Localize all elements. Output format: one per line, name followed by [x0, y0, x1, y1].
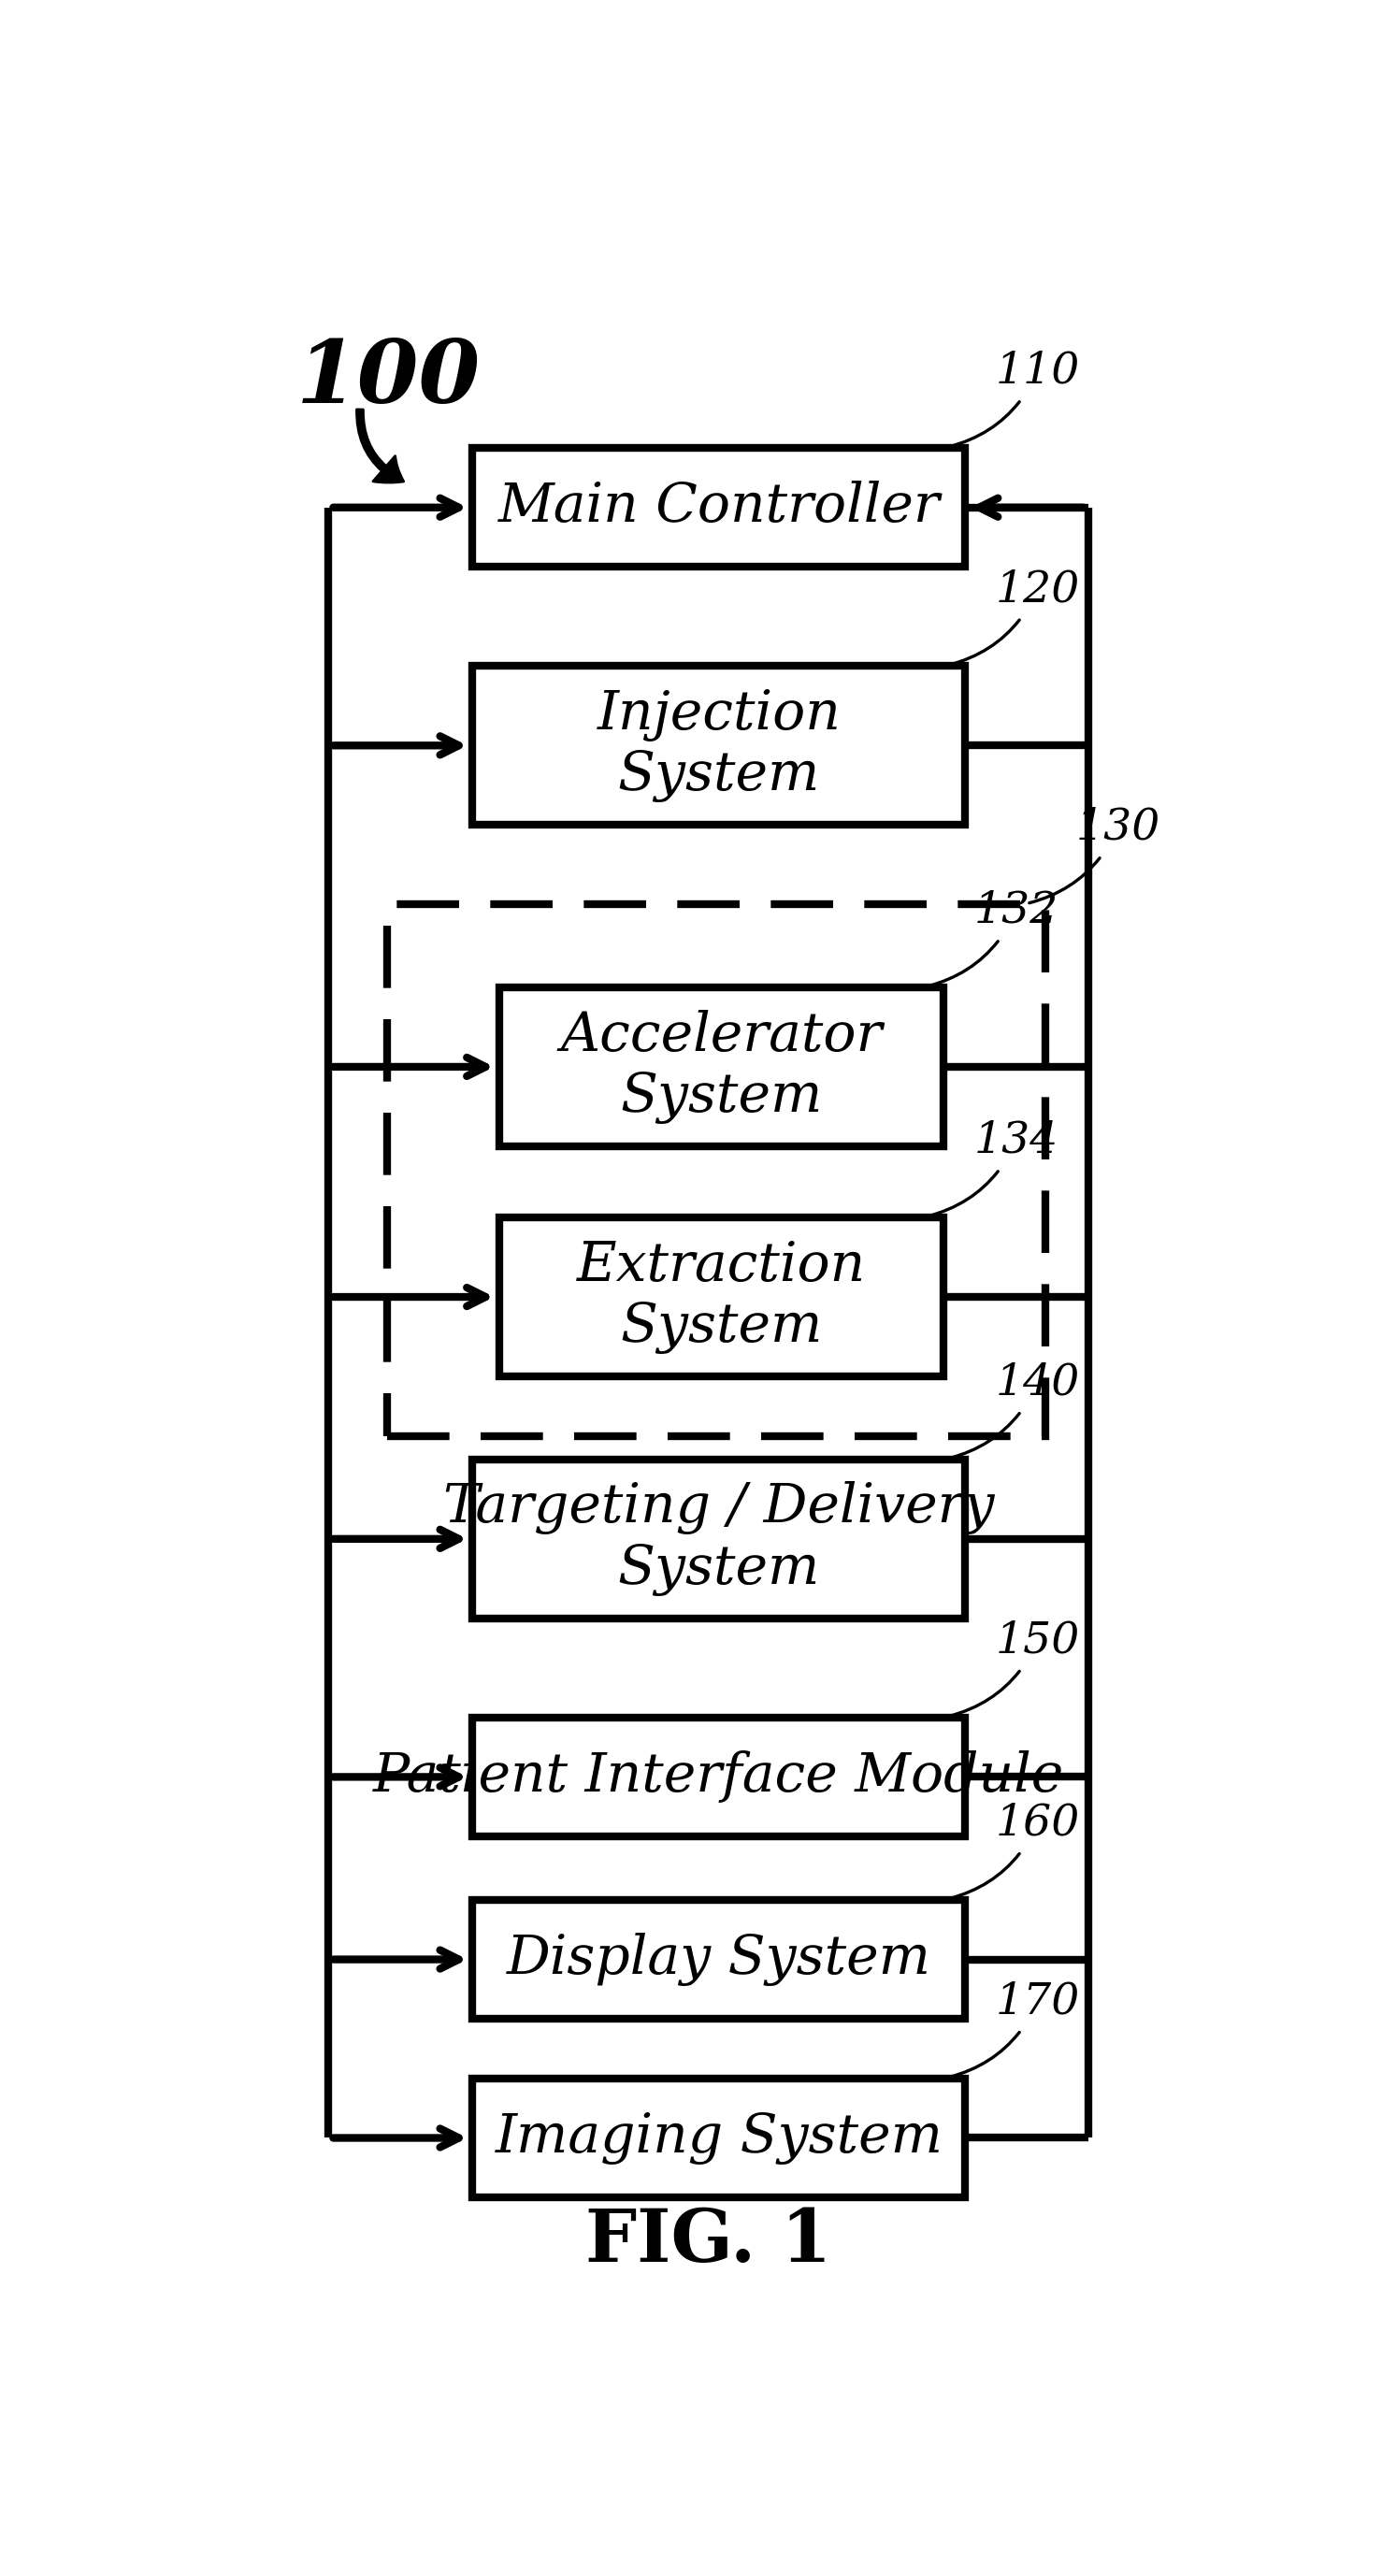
Text: 160: 160 [949, 1803, 1079, 1899]
Text: 132: 132 [927, 889, 1059, 987]
FancyBboxPatch shape [499, 1218, 944, 1376]
FancyBboxPatch shape [473, 2079, 966, 2197]
Text: 170: 170 [949, 1981, 1079, 2076]
Text: Targeting / Delivery
System: Targeting / Delivery System [444, 1481, 995, 1597]
Text: Imaging System: Imaging System [495, 2112, 943, 2164]
Text: Extraction
System: Extraction System [578, 1239, 867, 1355]
Text: 134: 134 [927, 1121, 1059, 1216]
FancyBboxPatch shape [473, 667, 966, 824]
Text: 140: 140 [949, 1363, 1079, 1458]
Text: 110: 110 [949, 350, 1079, 446]
Text: Display System: Display System [507, 1932, 931, 1986]
FancyBboxPatch shape [473, 1461, 966, 1618]
FancyBboxPatch shape [473, 1901, 966, 2020]
Text: 120: 120 [949, 569, 1079, 665]
Text: Main Controller: Main Controller [498, 482, 940, 533]
FancyBboxPatch shape [473, 1718, 966, 1837]
Text: 130: 130 [1030, 806, 1159, 904]
FancyBboxPatch shape [473, 448, 966, 567]
Text: Accelerator
System: Accelerator System [561, 1010, 883, 1123]
Text: Injection
System: Injection System [597, 688, 842, 804]
FancyBboxPatch shape [499, 987, 944, 1146]
Text: FIG. 1: FIG. 1 [585, 2205, 832, 2277]
FancyArrowPatch shape [357, 410, 404, 482]
Text: 100: 100 [296, 337, 481, 420]
Text: Patient Interface Module: Patient Interface Module [373, 1752, 1064, 1803]
Text: 150: 150 [949, 1620, 1079, 1716]
